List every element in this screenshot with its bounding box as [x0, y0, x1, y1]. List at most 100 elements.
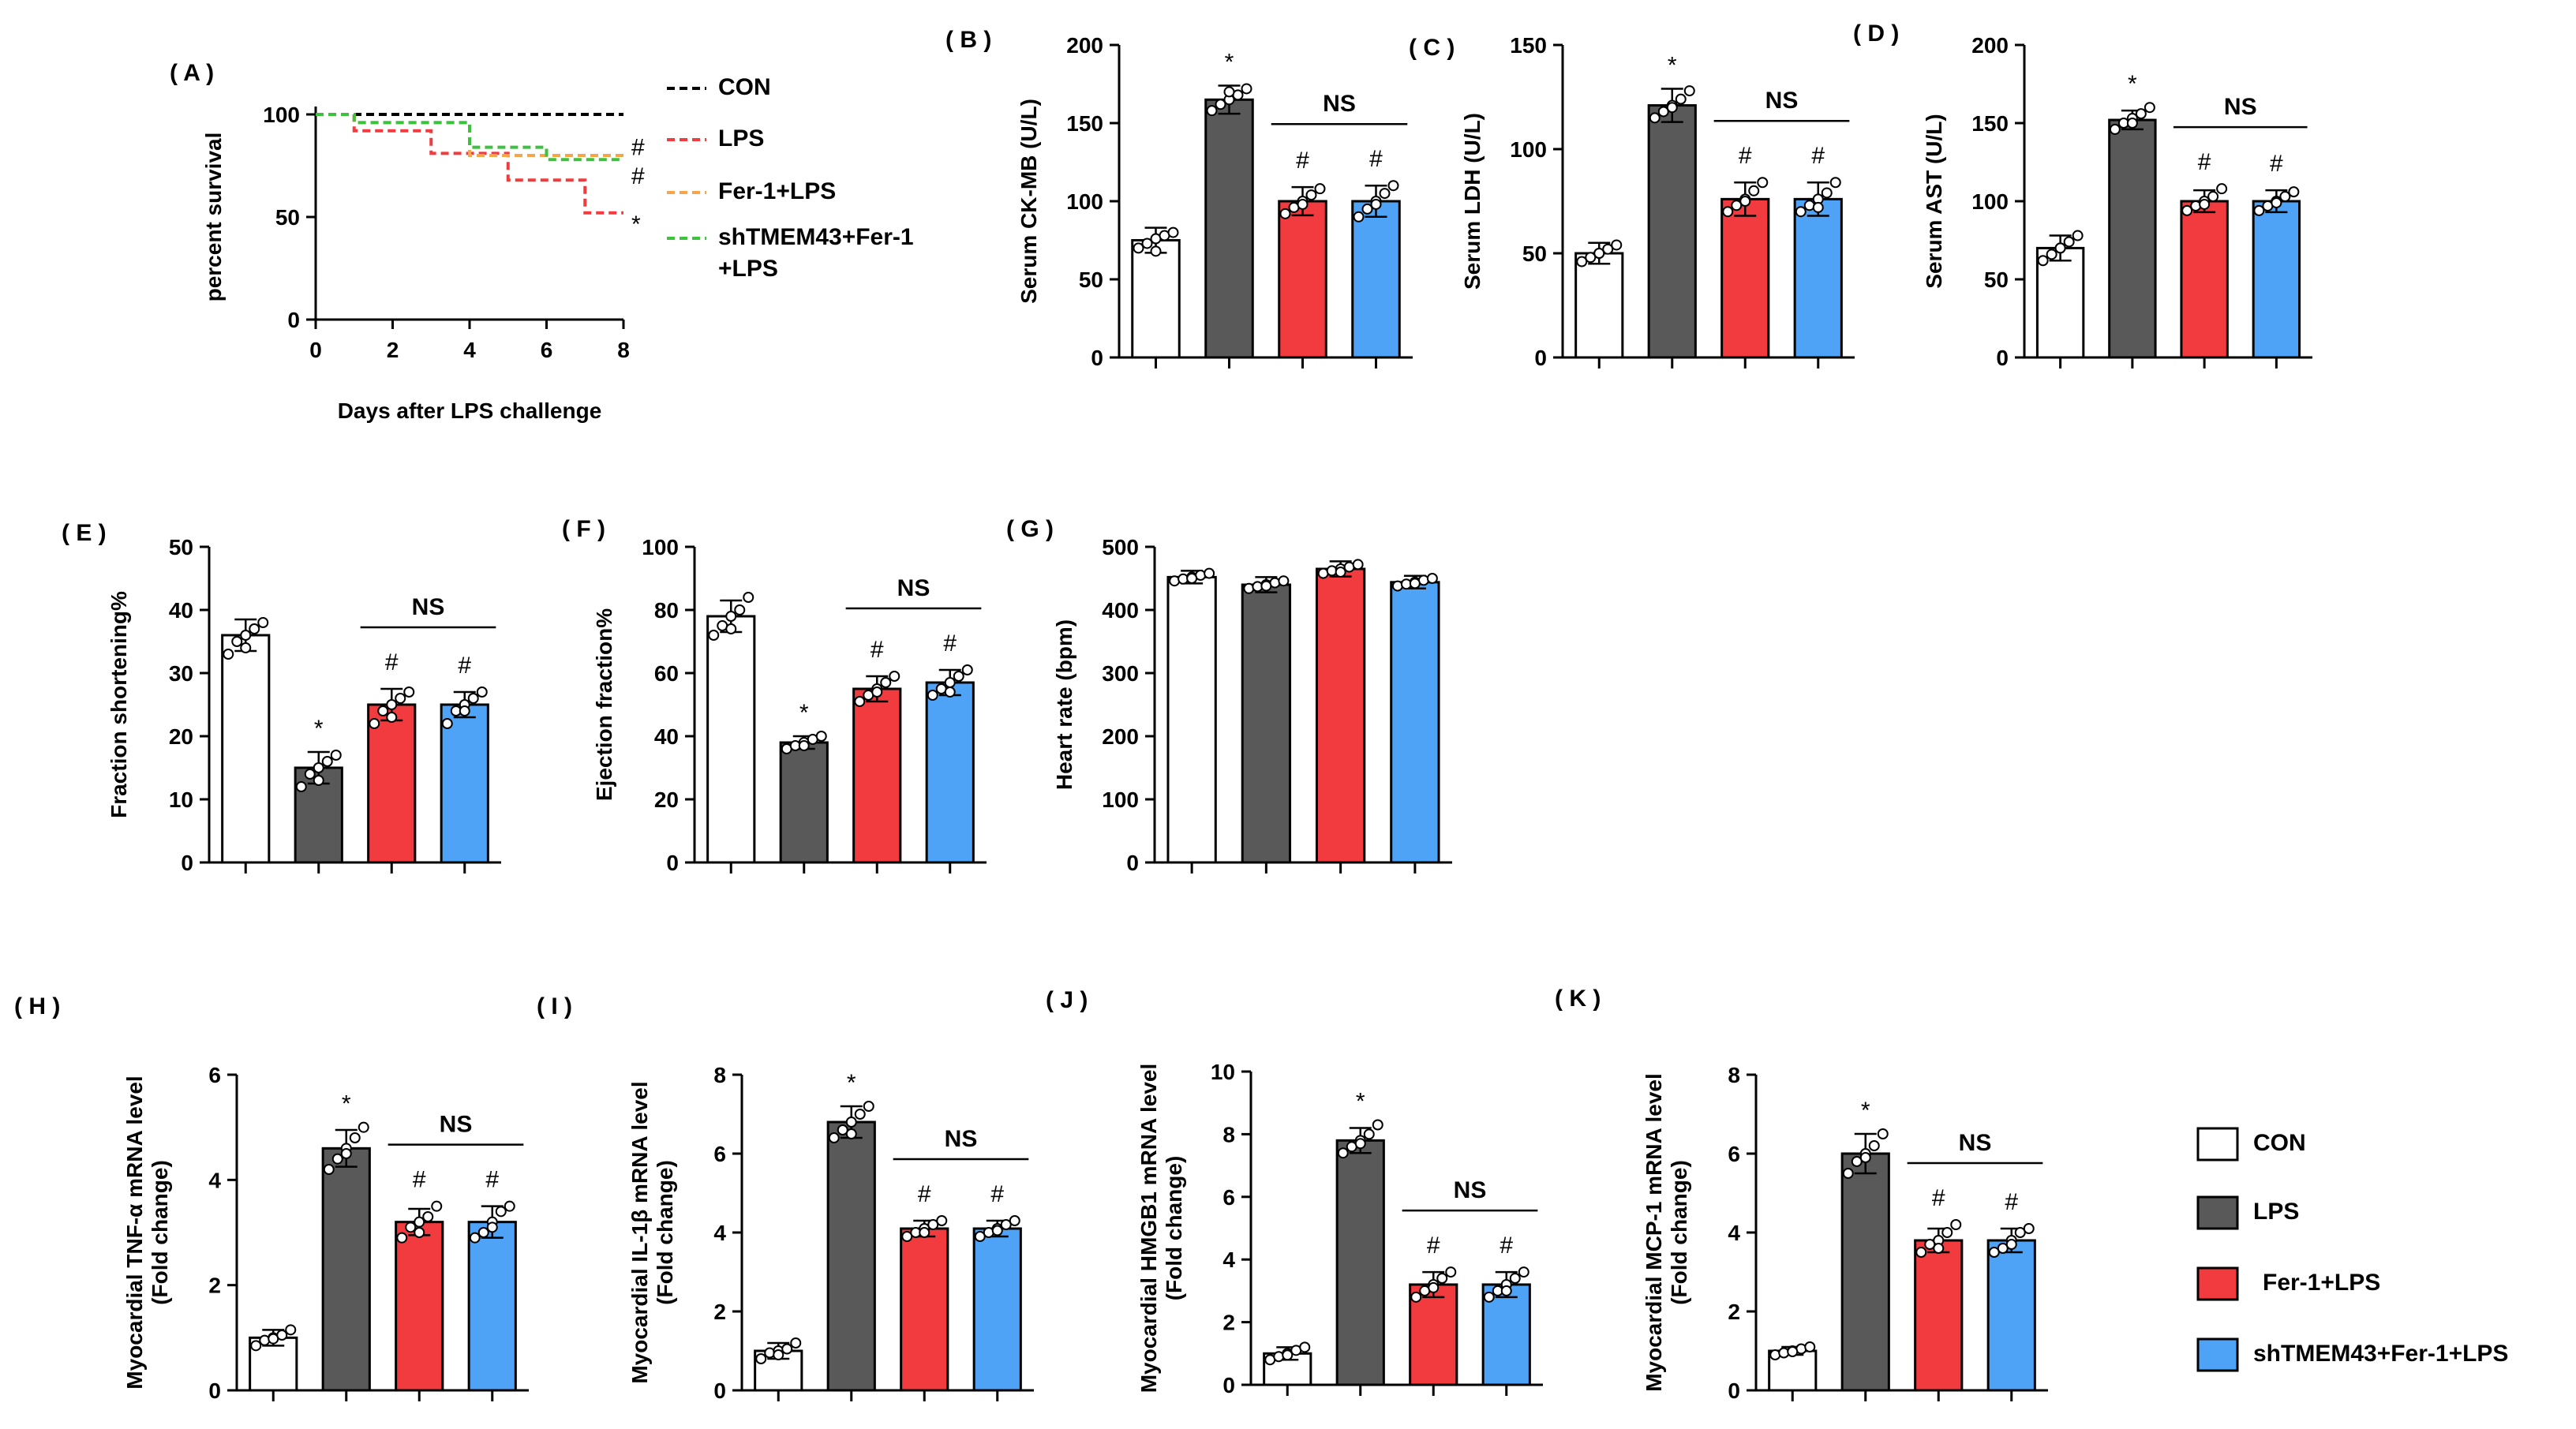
y-axis-title-line: (Fold change): [1162, 1156, 1186, 1301]
data-point: [1354, 1138, 1366, 1150]
y-tick-label: 0: [1728, 1378, 1740, 1403]
data-point: [781, 1343, 793, 1355]
significance-star: *: [631, 211, 641, 238]
data-point: [991, 1225, 1003, 1236]
data-point: [476, 686, 488, 698]
data-point: [340, 1148, 352, 1159]
ns-label: NS: [440, 1112, 473, 1138]
significance-hash: #: [1932, 1185, 1945, 1211]
y-tick-label: 200: [1102, 724, 1139, 749]
data-point: [1988, 1247, 2000, 1258]
y-tick-label: 10: [1211, 1060, 1235, 1084]
legend-swatch-0: [2196, 1127, 2239, 1162]
data-point: [725, 611, 737, 622]
data-point: [469, 1232, 481, 1244]
data-point: [323, 1164, 335, 1175]
data-point: [944, 677, 956, 688]
data-point: [1804, 1341, 1816, 1352]
data-point: [1297, 198, 1309, 210]
data-point: [1649, 112, 1661, 124]
y-tick-label: 150: [1066, 111, 1103, 136]
data-point: [268, 1333, 279, 1345]
y-tick-label: 2: [1728, 1300, 1740, 1324]
chart-panel-E: ( E ) 0 10 20 30 40 50 Fraction shortening% * # # N…: [62, 520, 501, 875]
y-tick-label: 40: [169, 598, 193, 623]
data-point: [1186, 573, 1198, 584]
data-point: [1924, 1239, 1936, 1250]
x-tick-label: 4: [463, 338, 476, 362]
data-point: [1279, 208, 1291, 219]
panel-label-B: ( B ): [945, 27, 991, 53]
data-point: [2271, 196, 2282, 208]
chart-panel-J: ( J ) 0 2 4 6 8 10 Myocardial HMGB1 mRNA level(…: [1046, 987, 1543, 1397]
data-point: [250, 1340, 262, 1352]
data-point: [386, 699, 398, 710]
data-point: [1518, 1266, 1530, 1278]
bar-H-3: [467, 1221, 517, 1392]
bar-J-2: [1409, 1283, 1458, 1386]
y-axis-title: Myocardial IL-1β mRNA level(Fold change): [627, 1081, 677, 1383]
data-point: [743, 592, 754, 603]
y-axis-title-line: Serum CK-MB (U/L): [1017, 99, 1041, 304]
data-point: [2072, 230, 2084, 241]
y-tick-label: 50: [169, 535, 193, 559]
data-point: [1576, 256, 1588, 267]
y-tick-label: 100: [1971, 189, 2009, 214]
y-axis-title-line: (Fold change): [148, 1160, 172, 1305]
legend-swatch-2: [2196, 1266, 2239, 1301]
significance-hash: #: [943, 630, 957, 657]
data-point: [919, 1227, 930, 1238]
panel-label-H: ( H ): [14, 993, 60, 1019]
bar-E-3: [440, 703, 489, 864]
data-point: [1215, 99, 1226, 110]
y-tick-label: 500: [1102, 535, 1139, 559]
data-point: [1821, 187, 1833, 199]
data-point: [349, 1132, 361, 1143]
y-axis-title: Serum LDH (U/L): [1460, 113, 1485, 290]
legend-label-line: +LPS: [718, 256, 778, 282]
data-point: [1868, 1140, 1880, 1151]
data-point: [1335, 567, 1346, 578]
bar-B-3: [1351, 200, 1401, 359]
y-tick-label: 100: [263, 103, 300, 127]
y-tick-label: 6: [208, 1063, 221, 1087]
panel-label-E: ( E ): [62, 520, 107, 546]
y-tick-label: 200: [1066, 33, 1103, 58]
y-axis-title-line: Ejection fraction%: [592, 608, 616, 801]
x-tick-label: 0: [309, 338, 322, 362]
bar-I-2: [900, 1227, 949, 1392]
data-point: [2054, 242, 2066, 254]
y-tick-label: 2: [1222, 1311, 1235, 1335]
data-point: [1483, 1291, 1495, 1303]
data-point: [1206, 105, 1218, 117]
data-point: [755, 1353, 767, 1364]
legend-label-2: Fer-1+LPS: [718, 178, 836, 204]
survival-line-2: [316, 113, 623, 157]
panel-label-J: ( J ): [1046, 987, 1088, 1013]
data-point: [837, 1124, 848, 1135]
chart-panel-K: ( K ) 0 2 4 6 8 Myocardial MCP-1 mRNA level(Fo…: [1555, 986, 2048, 1403]
data-point: [1585, 252, 1597, 264]
data-point: [2135, 108, 2147, 120]
panel-label-I: ( I ): [537, 993, 572, 1019]
data-point: [2207, 191, 2219, 203]
panel-label-D: ( D ): [1853, 21, 1899, 47]
data-point: [1361, 203, 1373, 215]
chart-panel-C: ( C ) 0 50 100 150 Serum LDH (U/L) * # # NS: [1409, 33, 1855, 370]
data-point: [845, 1128, 857, 1139]
data-point: [2046, 249, 2057, 260]
data-point: [1933, 1243, 1945, 1254]
data-point: [2126, 118, 2138, 129]
y-tick-label: 200: [1971, 33, 2009, 58]
data-point: [1409, 578, 1421, 589]
bar-D-2: [2180, 200, 2229, 359]
chart-panel-G: ( G ) 0 100 200 300 400 500 Heart rate (bpm): [1006, 516, 1452, 875]
y-tick-label: 0: [181, 851, 193, 875]
panel-label-A: ( A ): [170, 60, 214, 86]
y-tick-label: 0: [1126, 851, 1139, 875]
data-point: [386, 712, 398, 723]
data-point: [863, 1101, 874, 1112]
data-point: [1000, 1219, 1012, 1230]
significance-hash: #: [1296, 148, 1309, 174]
data-point: [1812, 201, 1824, 213]
